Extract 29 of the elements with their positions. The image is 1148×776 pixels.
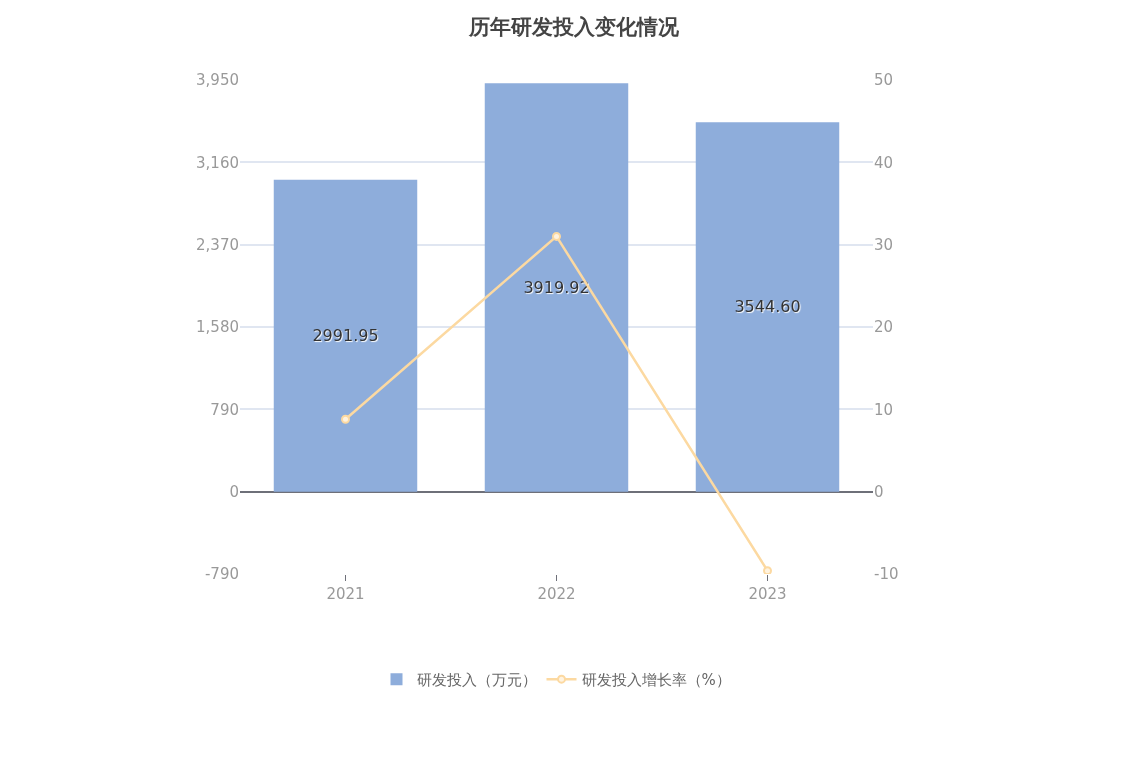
y2-tick-label: 0 [874, 482, 884, 501]
x-tick-label: 2023 [748, 585, 787, 603]
bar [273, 179, 418, 492]
y2-tick-label: 40 [874, 153, 894, 172]
chart-title: 历年研发投入变化情况 [468, 15, 680, 40]
y-tick-label: -790 [204, 565, 239, 584]
data-label: 2991.95 [312, 326, 379, 346]
data-label: 3919.92 [523, 277, 590, 297]
y-tick-label: 0 [229, 482, 239, 501]
y-tick-label: 3,950 [196, 71, 239, 90]
bar [484, 83, 629, 492]
y-tick-label: 790 [210, 400, 239, 419]
y-tick-label: 3,160 [196, 153, 239, 172]
point [763, 566, 772, 574]
point [341, 414, 350, 424]
data-label: 3544.60 [734, 297, 801, 317]
legend-label: 研发投入增长率（%） [581, 671, 731, 690]
y2-tick-label: -10 [874, 565, 899, 584]
legend-label: 研发投入（万元） [416, 671, 537, 690]
y2-tick-label: 20 [874, 318, 894, 337]
y2-tick-label: 10 [874, 400, 894, 419]
y-tick-label: 2,370 [196, 235, 239, 254]
y2-tick-label: 30 [874, 235, 894, 254]
bar [695, 122, 840, 492]
y-tick-label: 1,580 [196, 318, 239, 337]
x-tick-label: 2022 [537, 585, 576, 603]
point [552, 231, 561, 241]
x-tick-label: 2021 [326, 585, 365, 603]
y2-tick-label: 50 [874, 71, 894, 90]
